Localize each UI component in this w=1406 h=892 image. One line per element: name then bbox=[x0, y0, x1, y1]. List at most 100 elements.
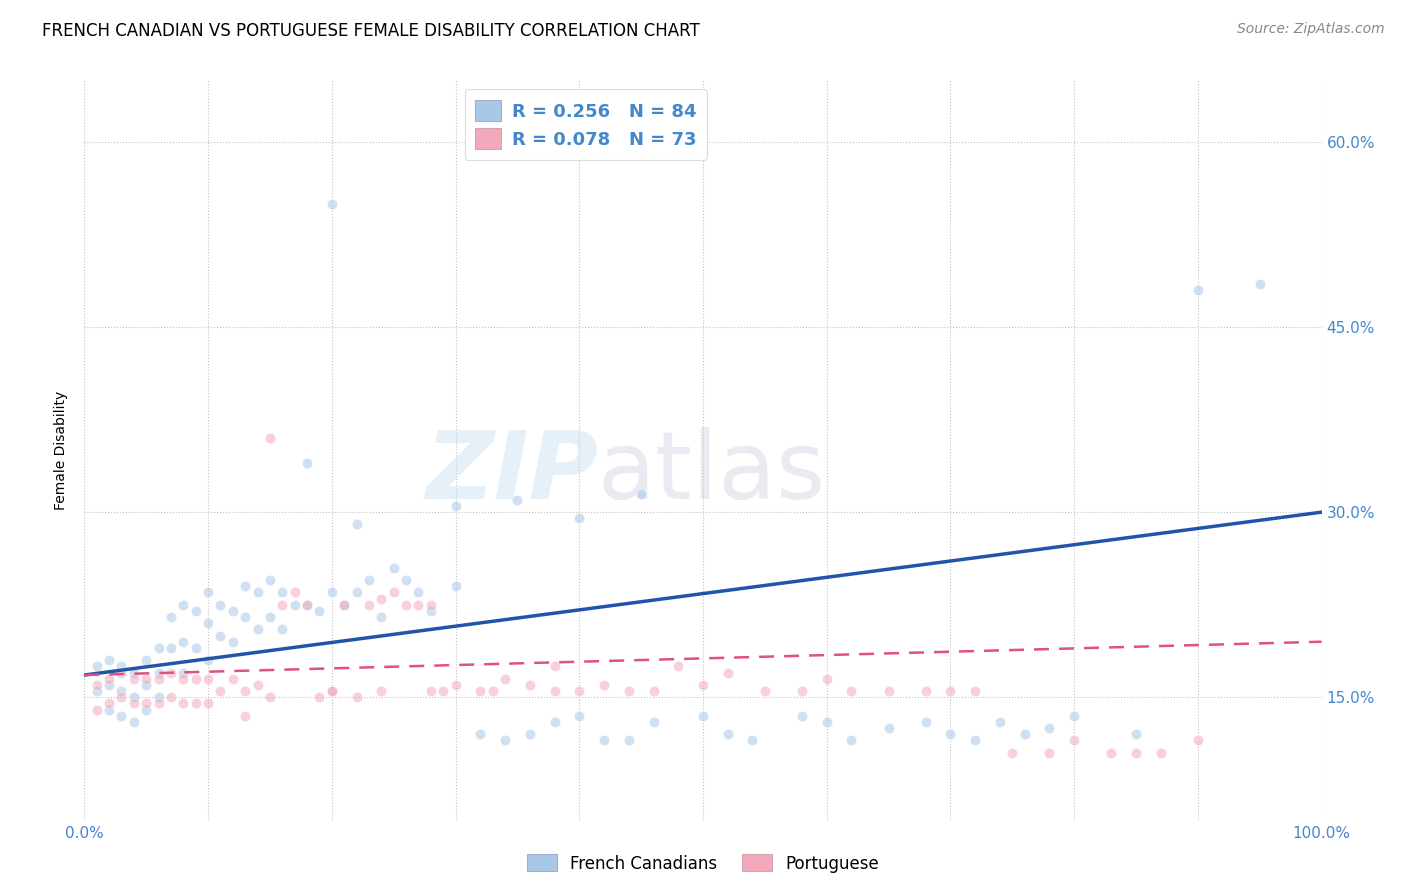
Point bbox=[222, 604, 245, 618]
Point bbox=[284, 585, 307, 599]
Point bbox=[1038, 746, 1060, 760]
Point bbox=[692, 678, 714, 692]
Point bbox=[172, 672, 194, 686]
Point bbox=[135, 697, 157, 711]
Point bbox=[184, 640, 207, 655]
Point bbox=[98, 703, 121, 717]
Point bbox=[295, 456, 318, 470]
Point bbox=[1014, 727, 1036, 741]
Point bbox=[630, 486, 652, 500]
Legend: R = 0.256   N = 84, R = 0.078   N = 73: R = 0.256 N = 84, R = 0.078 N = 73 bbox=[464, 89, 707, 160]
Point bbox=[877, 684, 900, 698]
Point bbox=[419, 598, 441, 612]
Point bbox=[86, 684, 108, 698]
Point bbox=[666, 659, 689, 673]
Point bbox=[148, 690, 170, 705]
Point bbox=[197, 653, 219, 667]
Text: FRENCH CANADIAN VS PORTUGUESE FEMALE DISABILITY CORRELATION CHART: FRENCH CANADIAN VS PORTUGUESE FEMALE DIS… bbox=[42, 22, 700, 40]
Point bbox=[197, 585, 219, 599]
Point bbox=[259, 573, 281, 587]
Point bbox=[135, 678, 157, 692]
Point bbox=[246, 585, 269, 599]
Point bbox=[717, 727, 740, 741]
Point bbox=[1038, 721, 1060, 735]
Point bbox=[754, 684, 776, 698]
Point bbox=[815, 672, 838, 686]
Point bbox=[382, 560, 405, 574]
Point bbox=[519, 678, 541, 692]
Point bbox=[98, 653, 121, 667]
Point bbox=[444, 579, 467, 593]
Point bbox=[470, 684, 492, 698]
Point bbox=[233, 684, 256, 698]
Point bbox=[295, 598, 318, 612]
Point bbox=[568, 708, 591, 723]
Point bbox=[122, 690, 145, 705]
Point bbox=[1150, 746, 1173, 760]
Text: ZIP: ZIP bbox=[425, 426, 598, 518]
Point bbox=[841, 684, 863, 698]
Point bbox=[370, 684, 392, 698]
Point bbox=[184, 697, 207, 711]
Point bbox=[172, 665, 194, 680]
Point bbox=[444, 678, 467, 692]
Point bbox=[643, 714, 665, 729]
Point bbox=[494, 672, 516, 686]
Point bbox=[939, 684, 962, 698]
Point bbox=[1187, 733, 1209, 747]
Point bbox=[914, 714, 936, 729]
Point bbox=[593, 733, 616, 747]
Point bbox=[877, 721, 900, 735]
Point bbox=[160, 610, 183, 624]
Point bbox=[233, 579, 256, 593]
Point bbox=[259, 431, 281, 445]
Point bbox=[357, 598, 380, 612]
Point bbox=[790, 684, 813, 698]
Point bbox=[233, 708, 256, 723]
Point bbox=[519, 727, 541, 741]
Point bbox=[1187, 283, 1209, 297]
Point bbox=[914, 684, 936, 698]
Point bbox=[841, 733, 863, 747]
Point bbox=[184, 672, 207, 686]
Point bbox=[308, 604, 330, 618]
Point bbox=[643, 684, 665, 698]
Point bbox=[617, 733, 640, 747]
Point bbox=[1001, 746, 1024, 760]
Point bbox=[259, 690, 281, 705]
Point bbox=[321, 684, 343, 698]
Point bbox=[222, 634, 245, 648]
Point bbox=[122, 672, 145, 686]
Point bbox=[110, 659, 132, 673]
Point bbox=[965, 733, 987, 747]
Point bbox=[160, 640, 183, 655]
Point bbox=[593, 678, 616, 692]
Point bbox=[1063, 708, 1085, 723]
Point bbox=[172, 697, 194, 711]
Point bbox=[543, 659, 565, 673]
Point bbox=[197, 672, 219, 686]
Point bbox=[209, 598, 232, 612]
Point bbox=[346, 517, 368, 532]
Point bbox=[815, 714, 838, 729]
Point bbox=[543, 684, 565, 698]
Point bbox=[395, 598, 418, 612]
Point bbox=[506, 492, 529, 507]
Point bbox=[481, 684, 503, 698]
Point bbox=[965, 684, 987, 698]
Point bbox=[122, 697, 145, 711]
Point bbox=[321, 585, 343, 599]
Point bbox=[408, 585, 430, 599]
Point bbox=[160, 665, 183, 680]
Point bbox=[741, 733, 763, 747]
Point bbox=[197, 697, 219, 711]
Point bbox=[408, 598, 430, 612]
Point bbox=[717, 665, 740, 680]
Point bbox=[98, 697, 121, 711]
Point bbox=[86, 659, 108, 673]
Point bbox=[271, 598, 294, 612]
Point bbox=[617, 684, 640, 698]
Point bbox=[246, 623, 269, 637]
Point bbox=[382, 585, 405, 599]
Point bbox=[284, 598, 307, 612]
